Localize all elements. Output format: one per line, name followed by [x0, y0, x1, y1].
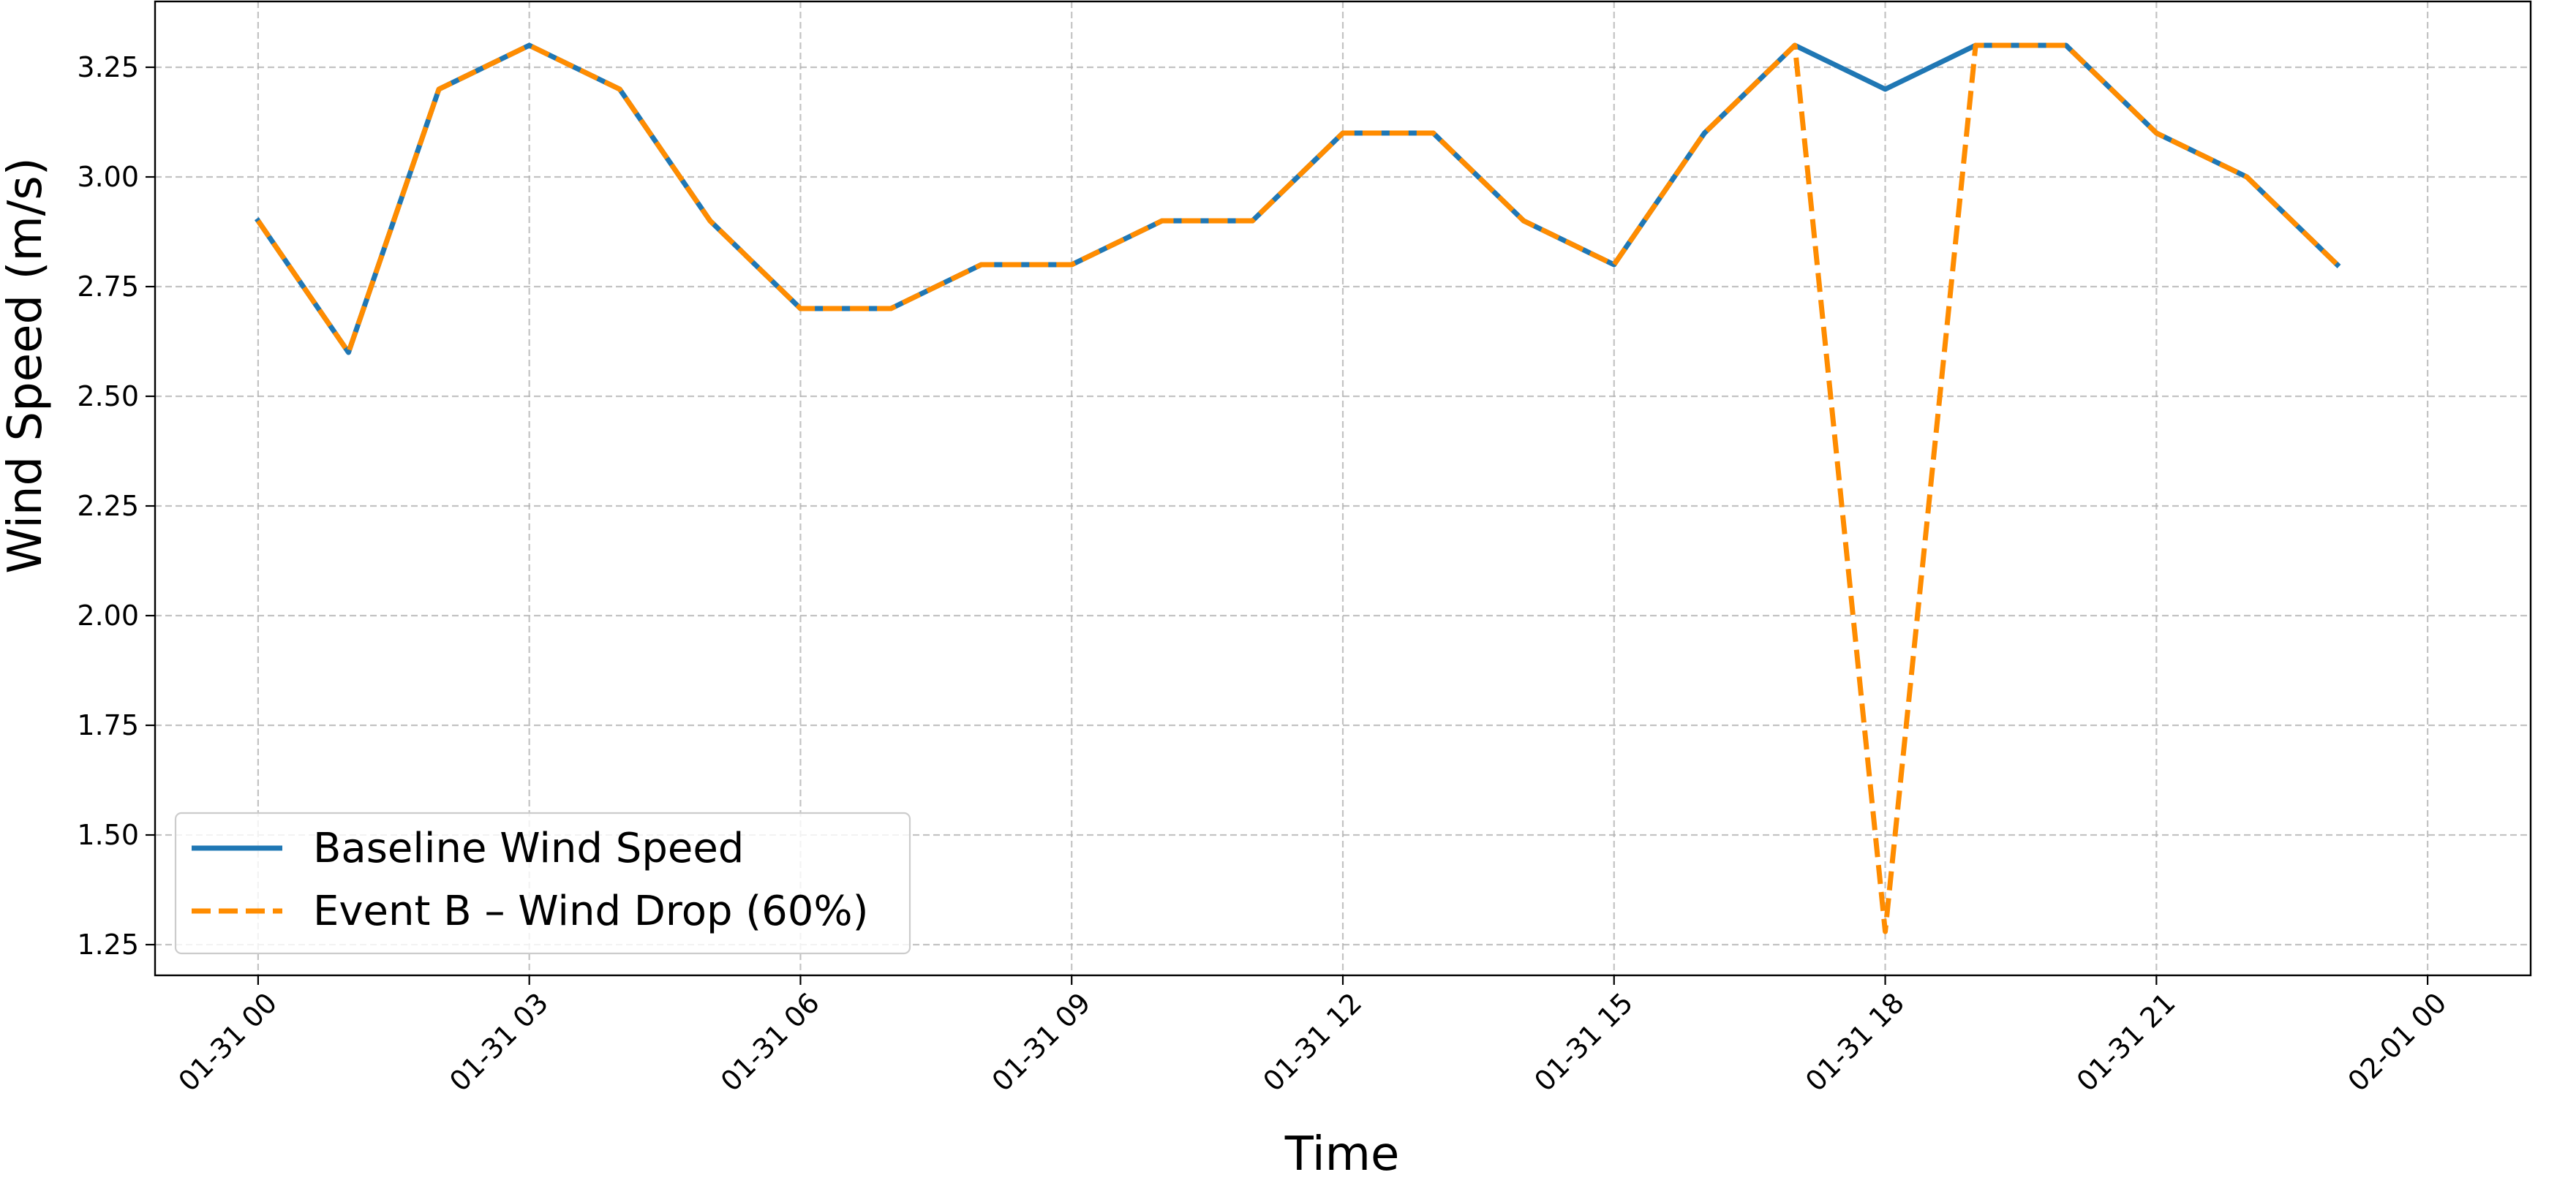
- legend: Baseline Wind Speed Event B – Wind Drop (…: [174, 812, 911, 955]
- plot-frame: [154, 0, 2532, 977]
- y-tick-label: 2.75: [77, 271, 139, 303]
- series-line-1: [255, 42, 2341, 355]
- y-tick-label: 2.50: [77, 380, 139, 412]
- data-series: [255, 42, 2341, 934]
- y-tick-label: 1.25: [77, 929, 139, 961]
- x-axis-label: Time: [1284, 1127, 1400, 1182]
- y-tick-label: 3.25: [77, 51, 139, 83]
- y-tick-label: 1.75: [77, 709, 139, 741]
- y-tick-label: 2.00: [77, 600, 139, 632]
- y-tick-label: 2.25: [77, 490, 139, 522]
- legend-box: [174, 812, 911, 955]
- y-tick-label: 3.00: [77, 161, 139, 193]
- y-tick-label: 1.50: [77, 819, 139, 851]
- legend-label-1: Baseline Wind Speed: [313, 825, 744, 872]
- y-axis-label: Wind Speed (m/s): [0, 157, 53, 573]
- legend-label-2: Event B – Wind Drop (60%): [313, 888, 868, 935]
